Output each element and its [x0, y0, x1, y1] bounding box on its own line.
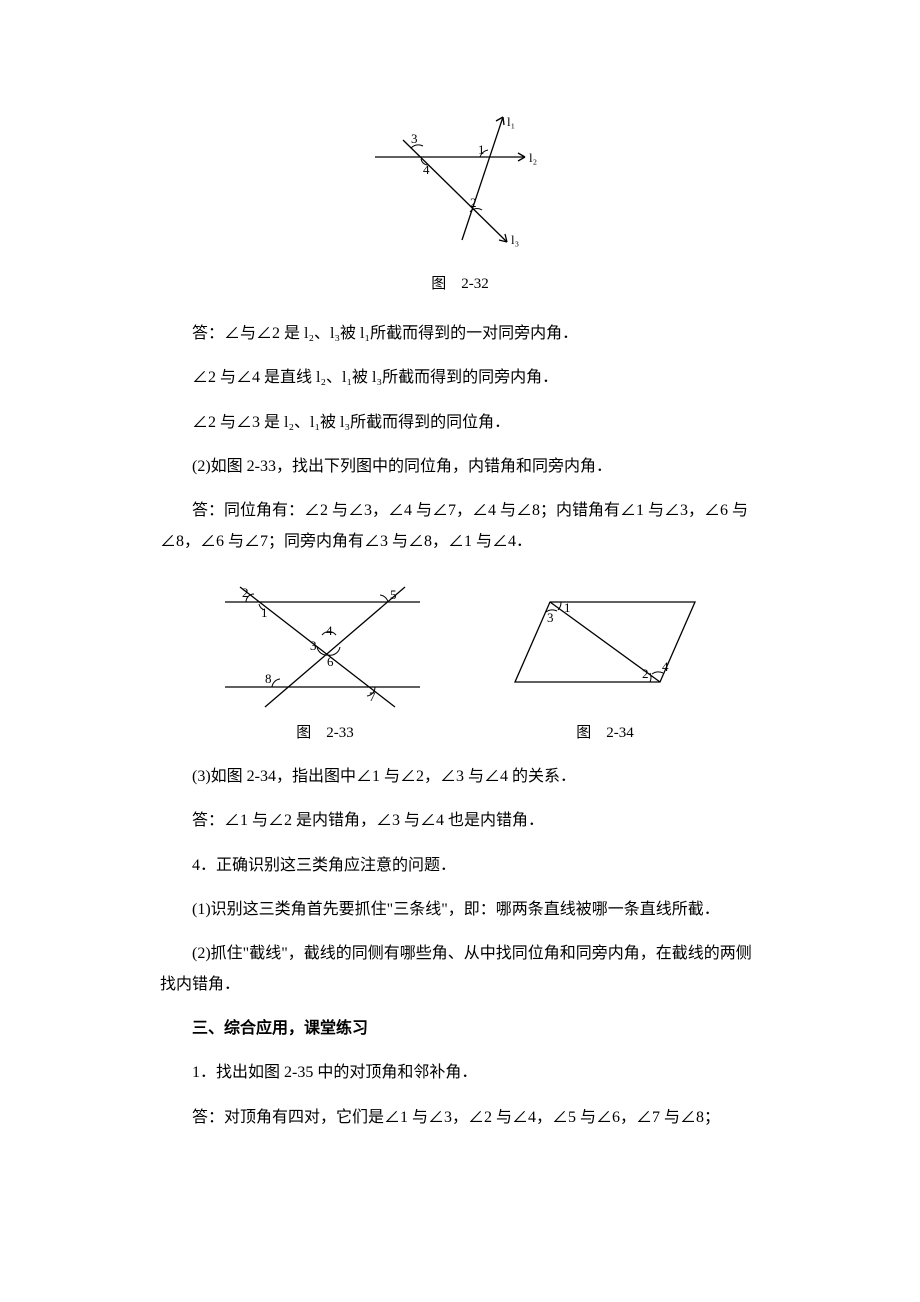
fig32-angle-2-label: 2 — [470, 195, 477, 210]
figure-2-33: 2 1 5 4 3 6 7 8 图 2-33 — [210, 577, 440, 748]
fig32-angle-4-label: 4 — [423, 162, 430, 177]
fig33-a7: 7 — [369, 689, 376, 704]
fig34-a2: 2 — [642, 666, 649, 681]
fig34-a1: 1 — [564, 600, 571, 615]
answer-1-line-2: ∠2 与∠4 是直线 l₂、l₁被 l₃所截而得到的同旁内角． — [160, 363, 760, 393]
fig32-angle-3-label: 3 — [411, 131, 418, 146]
fig33-a6: 6 — [327, 654, 334, 669]
figure-2-32-caption: 图 2-32 — [160, 270, 760, 299]
document-page: 3 4 1 2 l₁ l₂ l₃ 图 2-32 答：∠与∠2 是 l₂、l₃被 … — [0, 0, 920, 1207]
fig32-l1-label: l₁ — [507, 114, 515, 129]
answer-3: 答：∠1 与∠2 是内错角，∠3 与∠4 也是内错角． — [160, 806, 760, 836]
answer-2-text: 答：同位角有：∠2 与∠3，∠4 与∠7，∠4 与∠8；内错角有∠1 与∠3，∠… — [160, 502, 748, 549]
point-4-2-text: (2)抓住"截线"，截线的同侧有哪些角、从中找同位角和同旁内角，在截线的两侧找内… — [160, 945, 752, 992]
section-3-title: 三、综合应用，课堂练习 — [160, 1014, 760, 1044]
fig32-l3-label: l₃ — [511, 232, 519, 247]
figure-2-34: 1 3 2 4 图 2-34 — [500, 577, 710, 748]
fig34-a3: 3 — [547, 610, 554, 625]
fig33-a5: 5 — [390, 587, 397, 602]
section-3-a1: 答：对顶角有四对，它们是∠1 与∠3，∠2 与∠4，∠5 与∠6，∠7 与∠8； — [160, 1103, 760, 1133]
fig33-a1: 1 — [261, 605, 268, 620]
fig33-a3: 3 — [310, 638, 317, 653]
fig32-angle-1-label: 1 — [478, 142, 485, 157]
answer-1-line-1: 答：∠与∠2 是 l₂、l₃被 l₁所截而得到的一对同旁内角． — [160, 319, 760, 349]
figure-2-32-svg: 3 4 1 2 l₁ l₂ l₃ — [365, 112, 555, 257]
question-2: (2)如图 2-33，找出下列图中的同位角，内错角和同旁内角． — [160, 452, 760, 482]
answer-1-line-3: ∠2 与∠3 是 l₂、l₁被 l₃所截而得到的同位角． — [160, 408, 760, 438]
fig34-a4: 4 — [662, 659, 669, 674]
point-4-1-text: (1)识别这三类角首先要抓住"三条线"，即：哪两条直线被哪一条直线所截． — [160, 901, 720, 918]
point-4: 4．正确识别这三类角应注意的问题． — [160, 851, 760, 881]
figure-row-33-34: 2 1 5 4 3 6 7 8 图 2-33 — [160, 577, 760, 748]
point-4-1: (1)识别这三类角首先要抓住"三条线"，即：哪两条直线被哪一条直线所截． — [160, 895, 760, 925]
answer-2: 答：同位角有：∠2 与∠3，∠4 与∠7，∠4 与∠8；内错角有∠1 与∠3，∠… — [160, 496, 760, 557]
figure-2-32: 3 4 1 2 l₁ l₂ l₃ 图 2-32 — [160, 112, 760, 299]
fig33-a4: 4 — [326, 623, 333, 638]
fig32-l2-label: l₂ — [529, 150, 537, 165]
fig33-a2: 2 — [242, 585, 249, 600]
fig33-a8: 8 — [265, 671, 272, 686]
section-3-q1: 1．找出如图 2-35 中的对顶角和邻补角． — [160, 1058, 760, 1088]
figure-2-33-svg: 2 1 5 4 3 6 7 8 — [210, 577, 440, 717]
point-4-2: (2)抓住"截线"，截线的同侧有哪些角、从中找同位角和同旁内角，在截线的两侧找内… — [160, 939, 760, 1000]
figure-2-33-caption: 图 2-33 — [296, 719, 354, 748]
figure-2-34-caption: 图 2-34 — [576, 719, 634, 748]
question-3: (3)如图 2-34，指出图中∠1 与∠2，∠3 与∠4 的关系． — [160, 762, 760, 792]
figure-2-34-svg: 1 3 2 4 — [500, 577, 710, 717]
